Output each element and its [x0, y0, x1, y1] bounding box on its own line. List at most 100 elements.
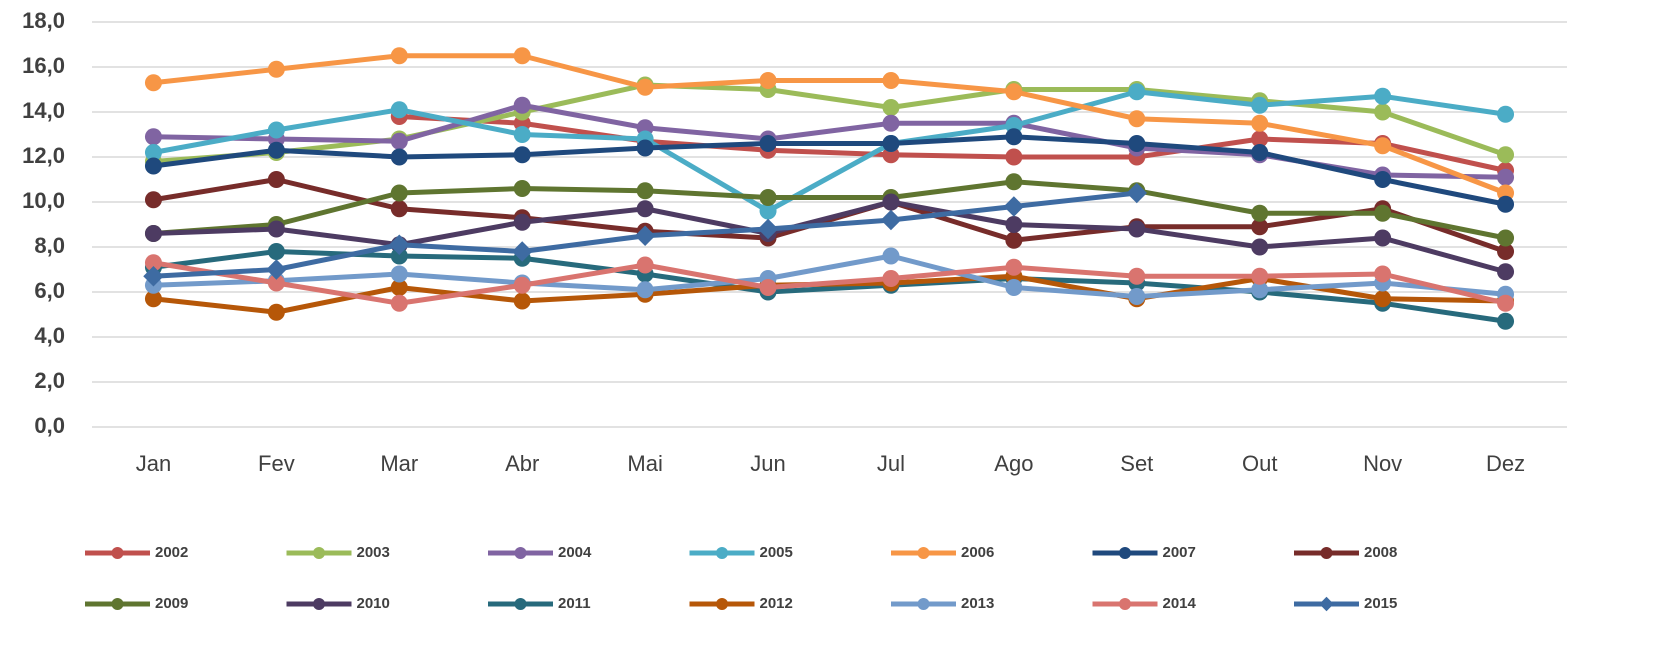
x-tick-label: Jun [750, 451, 785, 476]
legend-marker [917, 598, 930, 610]
data-point [1497, 312, 1515, 330]
x-tick-label: Fev [258, 451, 295, 476]
legend-label: 2014 [1163, 595, 1197, 612]
data-point [1005, 231, 1023, 249]
data-point [390, 247, 408, 265]
series-line [153, 134, 1507, 207]
series-line [153, 89, 1506, 214]
x-tick-label: Out [1242, 451, 1277, 476]
data-point [390, 265, 408, 283]
data-point [267, 274, 285, 292]
data-point [1005, 216, 1023, 233]
x-tick-label: Ago [994, 451, 1033, 476]
data-point [882, 193, 900, 211]
data-point [267, 60, 285, 78]
data-point [267, 303, 285, 321]
data-point [1128, 110, 1146, 128]
series-line [153, 179, 1507, 241]
legend-marker [716, 598, 728, 610]
data-point [513, 180, 531, 197]
data-point [1374, 265, 1392, 283]
legend-label: 2006 [961, 544, 994, 561]
x-tick-label: Jul [877, 451, 905, 476]
data-point [1374, 204, 1392, 222]
data-point [759, 135, 777, 152]
data-point [1005, 279, 1023, 296]
data-point [390, 200, 408, 218]
data-point [1374, 290, 1392, 308]
data-point [1374, 137, 1392, 155]
data-point [634, 225, 656, 246]
data-point [1005, 148, 1023, 166]
data-point [1251, 218, 1269, 236]
data-point [882, 135, 900, 152]
legend-label: 2002 [155, 544, 188, 561]
data-point [1497, 294, 1515, 312]
data-point [1497, 146, 1515, 164]
data-point [636, 139, 654, 157]
data-point [1374, 87, 1392, 105]
data-point [513, 47, 531, 65]
data-point [390, 132, 408, 150]
data-point [1497, 105, 1515, 123]
legend-marker [1320, 547, 1333, 559]
legend-label: 2008 [1364, 544, 1397, 561]
data-point [1374, 229, 1392, 247]
y-tick-label: 8,0 [34, 233, 65, 258]
y-tick-label: 10,0 [22, 188, 65, 213]
y-tick-label: 0,0 [34, 413, 65, 438]
data-point [882, 99, 900, 116]
legend-label: 2015 [1364, 595, 1397, 612]
data-point [636, 281, 654, 299]
y-tick-label: 12,0 [22, 143, 65, 168]
data-point [757, 218, 779, 240]
data-point [1497, 195, 1515, 213]
legend-label: 2010 [357, 595, 390, 612]
x-tick-label: Nov [1363, 451, 1402, 476]
data-point [1005, 128, 1023, 146]
legend-label: 2003 [357, 544, 390, 561]
data-point [513, 276, 531, 294]
data-point [267, 171, 285, 188]
data-point [882, 72, 900, 89]
x-tick-label: Set [1120, 451, 1153, 476]
data-point [1497, 168, 1515, 186]
data-point [143, 266, 164, 287]
data-point [882, 247, 900, 265]
data-point [267, 243, 285, 260]
legend-label: 2009 [155, 595, 188, 612]
data-point [266, 259, 287, 280]
data-point [1128, 288, 1146, 305]
legend-marker [111, 547, 124, 559]
data-point [144, 290, 162, 308]
data-point [636, 256, 654, 274]
data-point [1251, 281, 1269, 299]
data-point [513, 213, 531, 231]
data-point [390, 148, 408, 166]
legend-marker [1119, 547, 1131, 559]
y-tick-label: 4,0 [34, 323, 65, 348]
legend-label: 2007 [1163, 544, 1196, 561]
data-point [1251, 130, 1269, 148]
data-point [1251, 267, 1269, 285]
data-point [267, 220, 285, 238]
x-tick-label: Jan [136, 451, 171, 476]
data-point [267, 121, 285, 139]
data-point [1251, 144, 1269, 161]
x-tick-label: Dez [1486, 451, 1525, 476]
legend-marker [313, 598, 325, 610]
data-point [882, 270, 900, 287]
data-point [1497, 229, 1515, 247]
data-point [759, 72, 777, 89]
data-point [636, 200, 654, 218]
data-point [636, 78, 654, 96]
x-tick-label: Mai [627, 451, 662, 476]
data-point [1251, 96, 1269, 114]
legend-label: 2011 [558, 595, 591, 612]
data-point [513, 126, 531, 143]
data-point [1128, 135, 1146, 152]
y-tick-label: 16,0 [22, 53, 65, 78]
data-point [759, 279, 777, 296]
data-point [882, 114, 900, 132]
data-point [513, 146, 531, 164]
